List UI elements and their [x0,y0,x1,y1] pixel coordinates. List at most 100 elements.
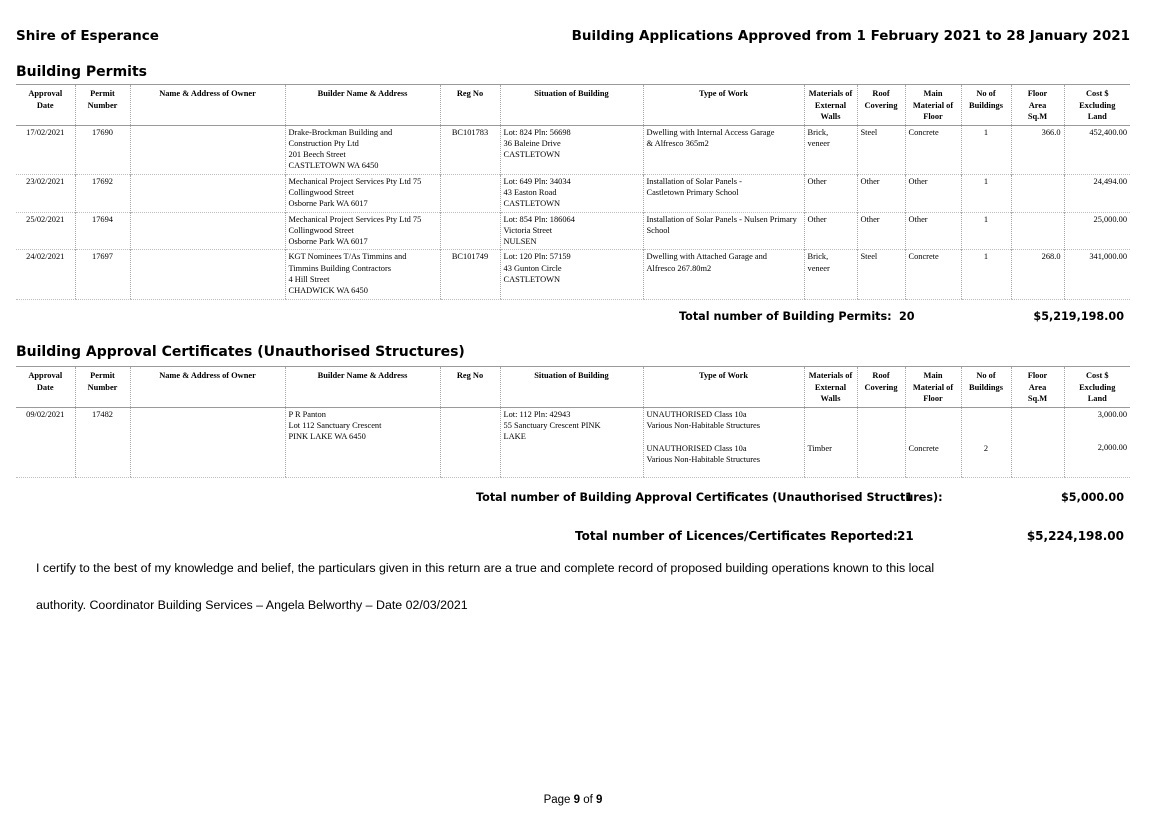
table-row: 09/02/2021 17482 P R Panton Lot 112 Sanctua… [16,407,1130,478]
no-of-buildings: 2 [960,407,1011,478]
roof-covering: Other [856,211,905,250]
section-title-approval-certificates: Building Approval Certificates (Unauthor… [16,344,465,360]
type-of-work: Dwelling with Internal Access Garage & Al… [642,125,804,175]
report-title: Building Applications Approved from 1 Fe… [571,28,1130,44]
no-of-buildings: 1 [960,173,1011,213]
situation-cell: Lot: 854 Pln: 186064 Victoria Street NULSE… [499,211,643,250]
owner-cell [129,407,285,478]
column-header-text: Cost $ [1085,89,1109,98]
column-header: Builder Name & Address [284,84,440,126]
reg-no: BC101749 [439,249,500,300]
builder-line: Drake-Brockman Building and [288,127,393,137]
situation-line: CASTLETOWN [503,150,561,160]
column-header: Cost $ Excluding Land [1063,84,1130,126]
permits-total-label: Total number of Building Permits: [679,310,892,323]
column-header: Approval Date [16,84,75,126]
column-header: Reg No [439,366,500,408]
permit-number: 17692 [74,173,130,213]
situation-line: Lot: 649 Pln: 34034 [503,176,571,186]
work-line: Installation of Solar Panels - [646,176,742,186]
column-header-text: Walls [820,112,841,121]
situation-line: 43 Easton Road [503,187,557,197]
column-header: Roof Covering [856,84,905,126]
of-word: of [583,794,593,806]
column-header: Situation of Building [499,84,643,126]
column-header: Floor Area Sq.M [1010,366,1064,408]
situation-line: CASTLETOWN [503,199,561,209]
approval-date: 24/02/2021 [16,249,75,300]
work-line: Dwelling with Internal Access Garage [646,127,775,137]
column-header-text: Buildings [969,382,1003,392]
external-walls: Brick, veneer [803,249,857,300]
column-header-text: Buildings [969,100,1003,110]
situation-line: 36 Baleine Drive [503,138,561,148]
column-header: Cost $ Excluding Land [1063,366,1130,408]
situation-line: 43 Gunton Circle [503,263,562,273]
external-walls: Timber [803,407,857,478]
cost-value: 3,000.00 [1097,409,1127,419]
type-of-work: UNAUTHORISED Class 10a Various Non-Habita… [642,407,804,478]
column-header-text: Materials of [808,371,853,380]
table-row: 24/02/2021 17697 KGT Nominees T/As Timmins… [16,249,1130,300]
grand-total-value: $5,224,198.00 [1026,529,1124,543]
column-header-text: Type of Work [698,89,748,98]
builder-line: Construction Pty Ltd [288,138,359,148]
column-header-text: Land [1087,112,1107,121]
situation-cell: Lot: 824 Pln: 56698 36 Baleine Drive CASTL… [499,125,643,175]
column-header: Name & Address of Owner [129,366,285,408]
column-header-text: Number [87,100,118,110]
certificates-total-label: Total number of Building Approval Certif… [476,491,943,504]
builder-line: 201 Beech Street [288,150,346,160]
permits-total-count: 20 [899,310,915,323]
reg-no [439,211,500,250]
work-line: Dwelling with Attached Garage and [646,252,767,262]
work-item: UNAUTHORISED Class 10a Various Non-Habita… [647,409,801,432]
cost: 25,000.00 [1063,211,1130,250]
cost: 341,000.00 [1063,249,1130,300]
column-header: No of Buildings [960,366,1011,408]
column-header: Floor Area Sq.M [1010,84,1064,126]
column-header-text: Excluding [1079,382,1116,392]
builder-line: Osborne Park WA 6017 [288,199,368,209]
builder-cell: Mechanical Project Services Pty Ltd 75 Co… [284,211,440,250]
column-header-text: Permit [90,371,115,380]
roof-covering: Other [856,173,905,213]
situation-cell: Lot: 649 Pln: 34034 43 Easton Road CASTLET… [499,173,643,213]
column-header-text: Walls [820,394,841,403]
permit-number: 17694 [74,211,130,250]
column-header-text: Covering [864,100,898,110]
org-name: Shire of Esperance [16,28,159,44]
cost: 3,000.00 2,000.00 [1063,407,1130,478]
floor-material: Concrete [904,407,961,478]
reg-no: BC101783 [439,125,500,175]
column-header-text: Roof [872,89,890,98]
builder-line: PINK LAKE WA 6450 [288,432,366,442]
column-header-text: Permit [90,89,115,98]
page-total: 9 [596,794,603,806]
work-line: Various Non-Habitable Structures [646,420,761,430]
reg-no [439,173,500,213]
situation-line: Lot: 120 Pln: 57159 [503,252,571,262]
column-header-text: Floor [923,112,943,121]
work-line: Alfresco 267.80m2 [646,263,712,273]
permit-number: 17690 [74,125,130,175]
roof-covering: Steel [856,125,905,175]
walls-line: Brick, [807,252,829,262]
approval-date: 09/02/2021 [16,407,75,478]
situation-line: Lot: 824 Pln: 56698 [503,127,571,137]
column-header-text: No of [976,89,996,98]
column-header-text: Builder Name & Address [317,371,408,380]
column-header-text: Name & Address of Owner [159,89,256,98]
external-walls-value: Timber [807,443,832,453]
no-of-buildings: 1 [960,249,1011,300]
builder-cell: Mechanical Project Services Pty Ltd 75 Co… [284,173,440,213]
column-header-text: Builder Name & Address [317,89,408,98]
builder-line: CASTLETOWN WA 6450 [288,161,379,171]
column-header-text: Number [87,382,118,392]
work-line: UNAUTHORISED Class 10a [646,409,747,419]
column-header-text: Materials of [808,89,853,98]
builder-line: Osborne Park WA 6017 [288,237,368,247]
section-title-building-permits: Building Permits [16,64,147,80]
column-header-text: No of [976,371,996,380]
builder-cell: KGT Nominees T/As Timmins and Timmins Bui… [284,249,440,300]
